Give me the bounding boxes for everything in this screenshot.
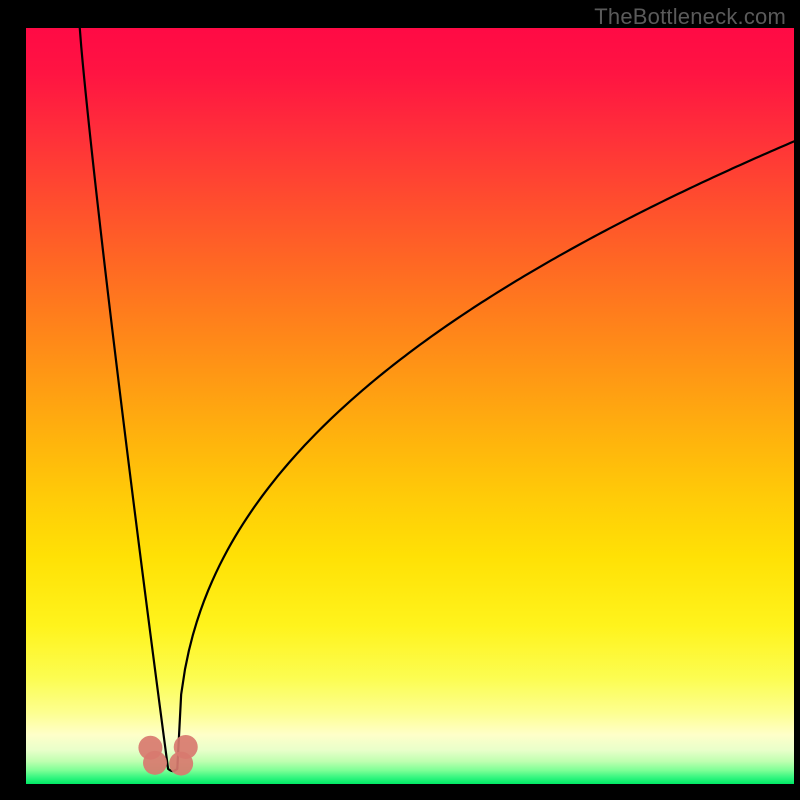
bottleneck-chart [0,0,800,800]
trough-marker [174,735,198,759]
trough-marker [143,751,167,775]
chart-background-gradient [26,28,794,784]
chart-container: TheBottleneck.com [0,0,800,800]
watermark-text: TheBottleneck.com [594,4,786,30]
